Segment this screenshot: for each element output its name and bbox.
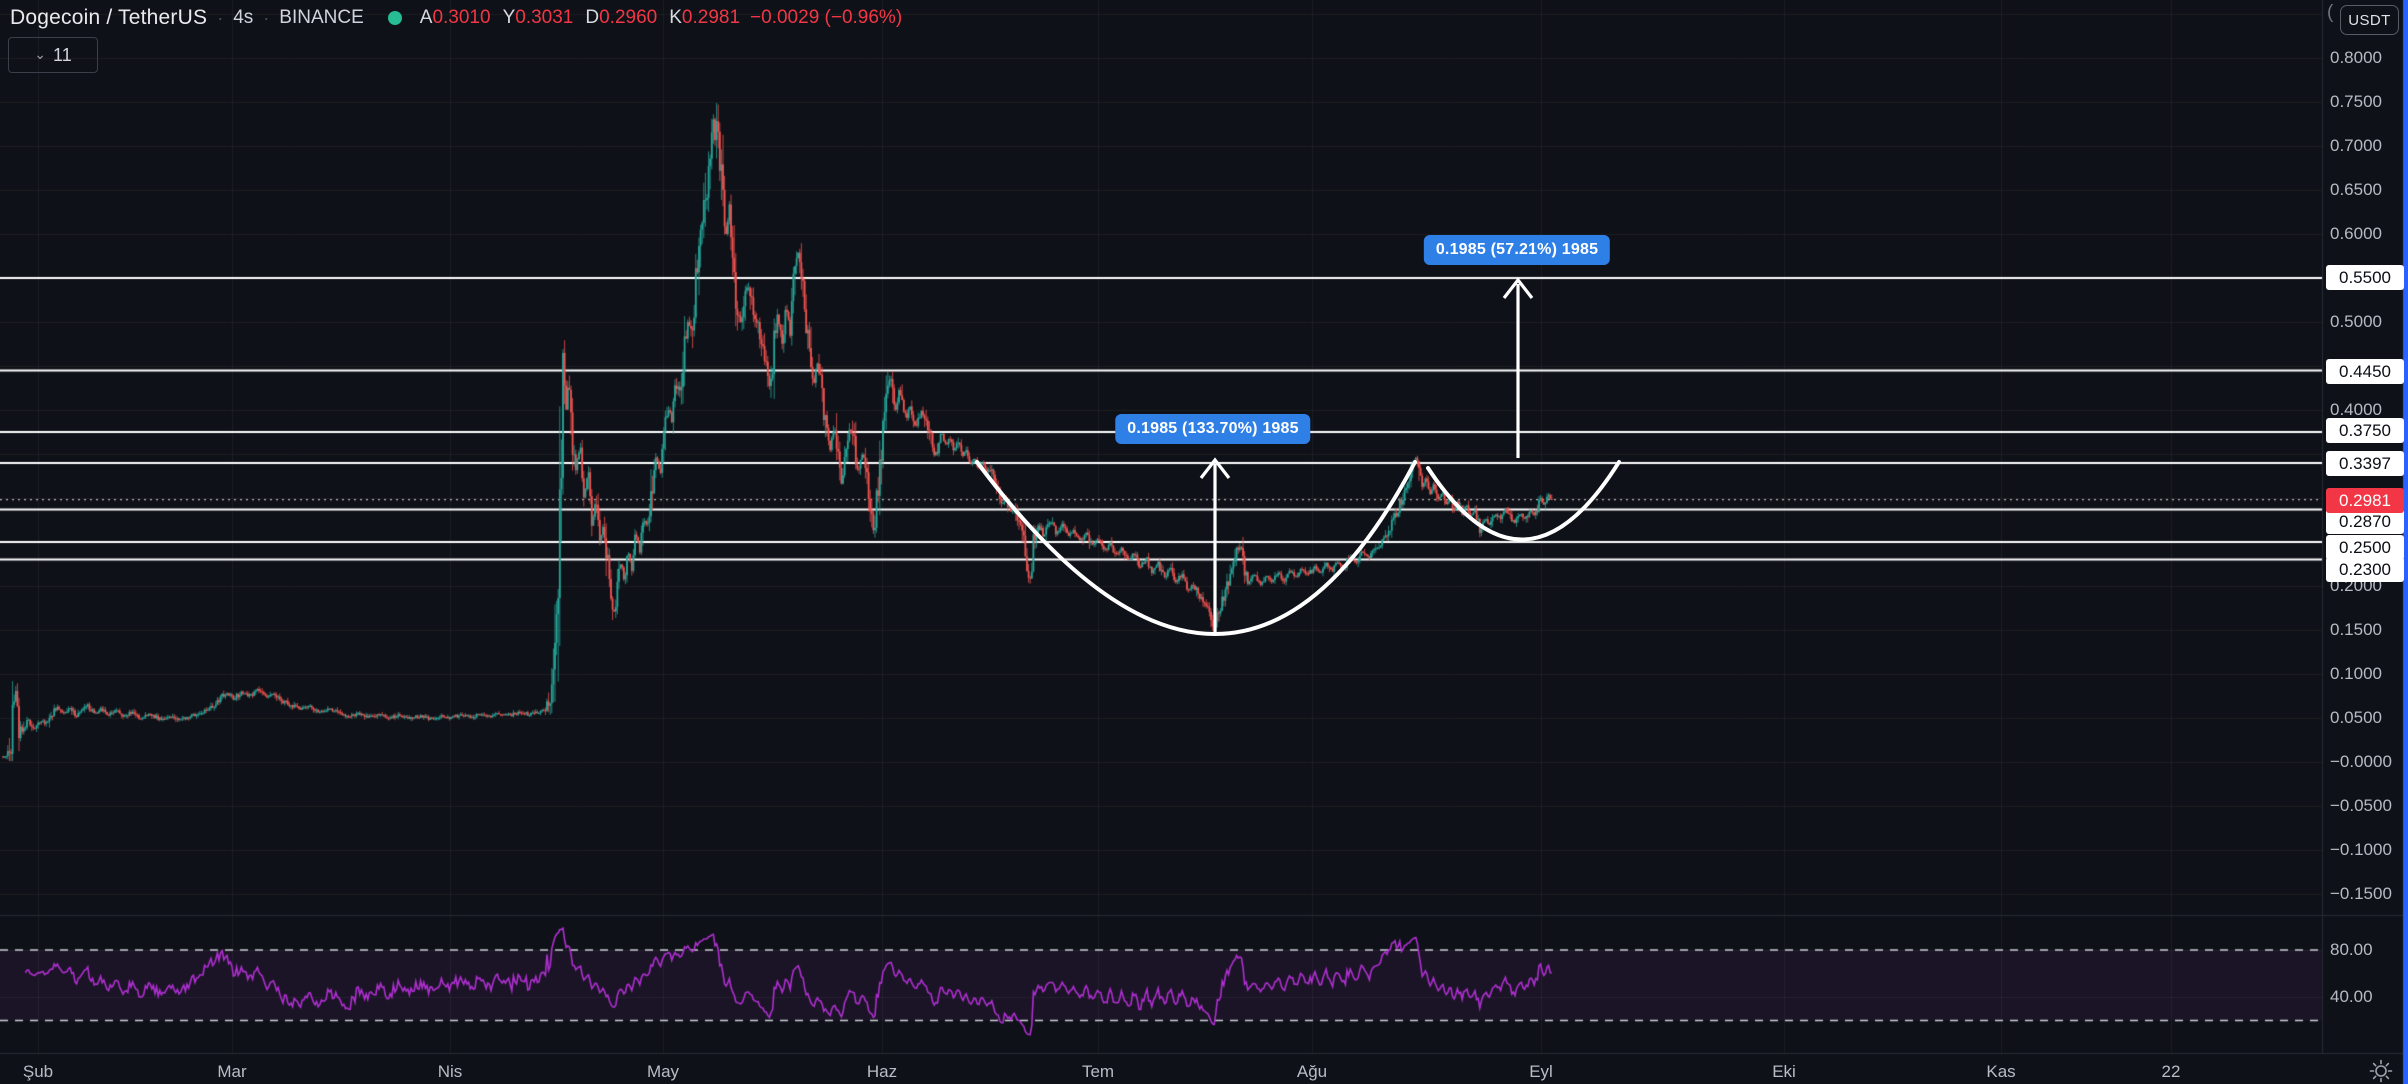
price-axis-tick: 0.6500: [2330, 180, 2382, 199]
partial-glyph: (: [2327, 2, 2334, 23]
symbol-legend: Dogecoin / TetherUS · 4s · BINANCE A0.30…: [10, 6, 902, 30]
legend-separator: ·: [217, 7, 224, 28]
settings-sun-icon[interactable]: [2368, 1058, 2394, 1084]
price-axis-tick: 0.4000: [2330, 400, 2382, 419]
change-value: −0.0029 (−0.96%): [750, 7, 903, 28]
measure-label-cup[interactable]: 0.1985 (133.70%) 1985: [1115, 414, 1311, 444]
market-status-dot-icon: [387, 11, 402, 25]
price-axis-tick: 0.8000: [2330, 48, 2382, 67]
ohlc-values: A0.3010 Y0.3031 D0.2960 K0.2981: [420, 7, 740, 29]
currency-unit-button[interactable]: USDT: [2340, 5, 2399, 35]
price-axis-tick: −0.1500: [2330, 884, 2392, 903]
time-axis-month-label: Haz: [866, 1062, 898, 1081]
time-axis-month-label: Nis: [437, 1062, 463, 1081]
price-axis-tick: 0.5000: [2330, 312, 2382, 331]
time-axis[interactable]: [0, 1053, 2402, 1084]
price-axis-tick: 0.1500: [2330, 620, 2382, 639]
drawings-count: 11: [53, 44, 72, 65]
price-axis-tick: 0.0500: [2330, 708, 2382, 727]
rsi-axis-tick: 40.00: [2330, 987, 2373, 1006]
measure-label-handle[interactable]: 0.1985 (57.21%) 1985: [1423, 235, 1611, 265]
open-value: A0.3010: [419, 7, 491, 28]
time-axis-month-label: Mar: [217, 1062, 247, 1081]
time-axis-month-label: Ağu: [1296, 1062, 1328, 1081]
rsi-axis-tick: 80.00: [2330, 940, 2373, 959]
low-value: D0.2960: [585, 7, 658, 28]
price-level-badge: 0.5500: [2326, 265, 2404, 290]
price-level-badge: 0.3750: [2326, 418, 2404, 443]
price-level-badge: 0.2300: [2326, 557, 2404, 582]
time-axis-month-label: Şub: [22, 1062, 54, 1081]
price-axis-tick: −0.1000: [2330, 840, 2392, 859]
time-axis-month-label: Eki: [1772, 1062, 1796, 1081]
time-axis-month-label: Kas: [1986, 1062, 2016, 1081]
legend-separator: ·: [263, 7, 270, 28]
time-axis-month-label: Eyl: [1529, 1062, 1553, 1081]
price-level-badge: 0.4450: [2326, 359, 2404, 384]
chevron-down-icon: ⌄: [34, 45, 47, 62]
price-axis-tick: −0.0000: [2330, 752, 2392, 771]
price-level-badge: 0.3397: [2326, 451, 2404, 476]
price-axis-tick: 0.7500: [2330, 92, 2382, 111]
high-value: Y0.3031: [502, 7, 574, 28]
price-level-badge: 0.2870: [2326, 509, 2404, 534]
current-price-badge: 0.2981: [2326, 488, 2404, 513]
object-tree-count-button[interactable]: ⌄ 11: [8, 37, 98, 73]
interval-label[interactable]: 4s: [233, 7, 254, 28]
time-axis-month-label: 22: [2161, 1062, 2181, 1081]
price-axis-tick: 0.7000: [2330, 136, 2382, 155]
price-axis-tick: −0.0500: [2330, 796, 2392, 815]
price-axis-tick: 0.6000: [2330, 224, 2382, 243]
price-axis-tick: 0.1000: [2330, 664, 2382, 683]
time-axis-month-label: Tem: [1081, 1062, 1115, 1081]
price-level-badge: 0.2500: [2326, 535, 2404, 560]
close-value: K0.2981: [669, 7, 741, 28]
symbol-name[interactable]: Dogecoin / TetherUS: [10, 6, 208, 29]
time-axis-month-label: May: [646, 1062, 680, 1081]
exchange-label[interactable]: BINANCE: [279, 7, 364, 28]
